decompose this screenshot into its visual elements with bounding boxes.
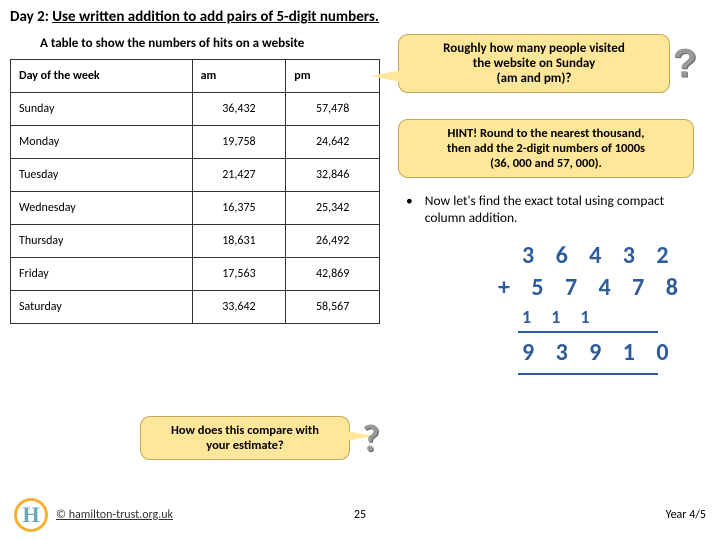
table-row: Monday19,75824,642 bbox=[11, 126, 380, 159]
question-callout: Roughly how many people visited the webs… bbox=[398, 34, 670, 93]
hint-line3: (36, 000 and 57, 000). bbox=[490, 156, 602, 171]
callout-tail-icon bbox=[371, 70, 401, 82]
question-mark-icon: ? bbox=[362, 416, 380, 462]
hits-table: Day of the week am pm Sunday36,43257,478… bbox=[10, 59, 380, 324]
main-content: A table to show the numbers of hits on a… bbox=[0, 30, 720, 375]
table-caption: A table to show the numbers of hits on a… bbox=[10, 30, 390, 59]
bullet-text: Now let's find the exact total using com… bbox=[425, 192, 694, 226]
hamilton-logo-icon: H bbox=[14, 498, 48, 532]
carry-row: 1 1 1 bbox=[498, 305, 700, 329]
sum-row: 9 3 9 1 0 bbox=[498, 337, 700, 369]
title-prefix: Day 2: bbox=[10, 8, 52, 26]
compare-callout: How does this compare with your estimate… bbox=[140, 416, 350, 460]
rule-line-icon bbox=[518, 331, 658, 333]
q1-line1: Roughly how many people visited bbox=[443, 41, 625, 56]
page-number: 25 bbox=[354, 508, 366, 522]
footer: H © hamilton-trust.org.uk 25 Year 4/5 bbox=[0, 498, 720, 532]
col-am: am bbox=[192, 60, 286, 93]
right-column: Roughly how many people visited the webs… bbox=[390, 30, 700, 375]
table-row: Tuesday21,42732,846 bbox=[11, 159, 380, 192]
column-addition: 3 6 4 3 2 + 5 7 4 7 8 1 1 1 9 3 9 1 0 bbox=[498, 240, 700, 375]
compare-line2: your estimate? bbox=[206, 438, 283, 453]
q1-line2: the website on Sunday bbox=[473, 56, 596, 71]
year-label: Year 4/5 bbox=[666, 508, 706, 522]
table-row: Sunday36,43257,478 bbox=[11, 93, 380, 126]
col-day: Day of the week bbox=[11, 60, 193, 93]
table-header-row: Day of the week am pm bbox=[11, 60, 380, 93]
compare-line1: How does this compare with bbox=[171, 423, 319, 438]
left-column: A table to show the numbers of hits on a… bbox=[10, 30, 390, 375]
bullet-icon: • bbox=[406, 192, 413, 226]
copyright-link[interactable]: © hamilton-trust.org.uk bbox=[56, 508, 173, 522]
question-mark-icon: ? bbox=[673, 41, 697, 86]
table-row: Wednesday16,37525,342 bbox=[11, 192, 380, 225]
title-main: Use written addition to add pairs of 5-d… bbox=[52, 8, 379, 26]
addend-2: + 5 7 4 7 8 bbox=[498, 272, 700, 304]
table-row: Saturday33,64258,567 bbox=[11, 291, 380, 324]
instruction-bullet: • Now let's find the exact total using c… bbox=[406, 192, 694, 226]
hint-line2: then add the 2-digit numbers of 1000s bbox=[447, 141, 645, 156]
table-row: Friday17,56342,869 bbox=[11, 258, 380, 291]
q1-line3: (am and pm)? bbox=[497, 71, 572, 86]
table-row: Thursday18,63126,492 bbox=[11, 225, 380, 258]
hint-line1: HINT! Round to the nearest thousand, bbox=[448, 126, 645, 141]
hint-callout: HINT! Round to the nearest thousand, the… bbox=[398, 119, 694, 178]
col-pm: pm bbox=[286, 60, 380, 93]
addend-1: 3 6 4 3 2 bbox=[498, 240, 700, 272]
rule-line-icon bbox=[518, 373, 658, 375]
page-title: Day 2: Use written addition to add pairs… bbox=[0, 0, 720, 30]
